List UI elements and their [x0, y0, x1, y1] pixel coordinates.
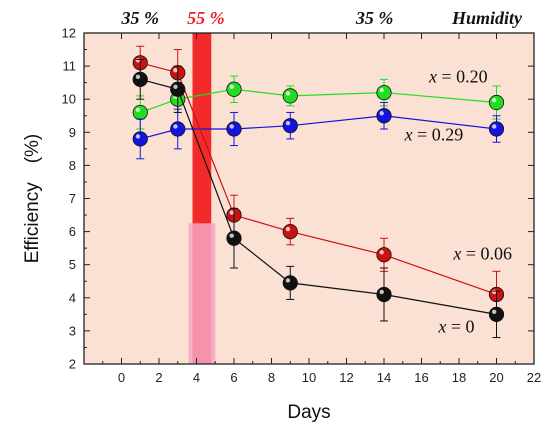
y-tick-label: 6	[69, 224, 76, 239]
humidity-title: Humidity	[451, 8, 523, 28]
x-tick-label: 14	[377, 370, 391, 385]
data-point-highlight	[492, 289, 497, 295]
y-tick-label: 5	[69, 257, 76, 272]
data-point-highlight	[135, 134, 141, 139]
data-point	[226, 230, 242, 246]
series-label: x = 0.29	[404, 125, 464, 145]
data-point-highlight	[379, 111, 384, 116]
data-point	[132, 104, 148, 121]
data-point-highlight	[229, 124, 234, 129]
data-point-highlight	[285, 226, 291, 232]
humidity-period-label: 35 %	[355, 8, 394, 28]
y-tick-label: 12	[62, 26, 76, 41]
series	[132, 58, 505, 339]
annotations: 35 % 55 % 35 % x = 0.20 x = 0.29 x = 0.06 x = …	[121, 8, 513, 337]
data-point-highlight	[135, 107, 141, 113]
data-point	[376, 286, 392, 303]
y-tick-label: 4	[69, 290, 76, 305]
data-point	[170, 121, 186, 137]
data-point-highlight	[379, 289, 384, 295]
data-point	[488, 121, 505, 137]
x-tick-label: 20	[489, 370, 503, 385]
data-point	[282, 88, 298, 104]
x-tick-label: 6	[230, 370, 237, 385]
data-point-highlight	[492, 97, 497, 103]
data-point	[282, 118, 298, 134]
humidity-bands	[84, 33, 534, 364]
y-axis-title: Efficiency (%)	[22, 134, 43, 264]
x-tick-label: 4	[193, 370, 200, 385]
humidity-band-low	[84, 33, 534, 364]
humidity-period-label: 55 %	[187, 8, 225, 28]
data-point	[488, 306, 505, 322]
y-tick-label: 10	[62, 92, 76, 107]
data-point-highlight	[135, 74, 141, 80]
data-point-highlight	[285, 278, 291, 283]
data-point-highlight	[285, 91, 291, 96]
x-tick-label: 2	[155, 370, 162, 385]
x-tick-label: 12	[339, 370, 353, 385]
data-point	[226, 121, 242, 137]
data-point-highlight	[229, 210, 234, 215]
humidity-band-overlay	[188, 223, 216, 364]
data-point	[376, 247, 392, 263]
data-point-highlight	[492, 309, 497, 315]
x-tick-label: 0	[118, 370, 125, 385]
y-tick-label: 11	[63, 59, 77, 74]
y-tick-label: 2	[69, 357, 76, 372]
y-tick-label: 3	[69, 323, 76, 338]
data-point-highlight	[492, 124, 497, 129]
data-point	[226, 81, 242, 97]
series-label: x = 0	[437, 317, 474, 337]
series-layer	[132, 45, 505, 339]
data-point-highlight	[379, 250, 384, 255]
data-point-highlight	[173, 124, 178, 129]
data-point-highlight	[229, 233, 234, 238]
series-label: x = 0.06	[452, 244, 512, 264]
data-point	[282, 224, 298, 240]
x-tick-label: 18	[452, 370, 466, 385]
series-label: x = 0.20	[428, 67, 488, 87]
data-point-highlight	[173, 84, 178, 89]
data-point	[132, 71, 148, 87]
data-point-highlight	[173, 68, 178, 73]
x-tick-label: 8	[268, 370, 275, 385]
x-tick-label: 16	[414, 370, 428, 385]
data-point	[132, 131, 148, 147]
data-point	[170, 81, 186, 97]
y-tick-label: 8	[69, 158, 76, 173]
y-tick-label: 9	[69, 125, 76, 140]
data-point	[376, 84, 392, 101]
y-tick-label: 7	[69, 191, 76, 206]
x-tick-label: 22	[527, 370, 541, 385]
x-tick-label: 10	[302, 370, 316, 385]
data-point-highlight	[285, 120, 291, 126]
data-point-highlight	[135, 58, 141, 63]
data-point	[376, 108, 392, 124]
series	[132, 102, 505, 160]
data-point-highlight	[229, 84, 234, 89]
data-point	[282, 275, 298, 291]
data-point-highlight	[379, 87, 384, 93]
data-point	[488, 94, 505, 111]
humidity-period-label: 35 %	[121, 8, 160, 28]
x-axis-title: Days	[287, 402, 330, 423]
